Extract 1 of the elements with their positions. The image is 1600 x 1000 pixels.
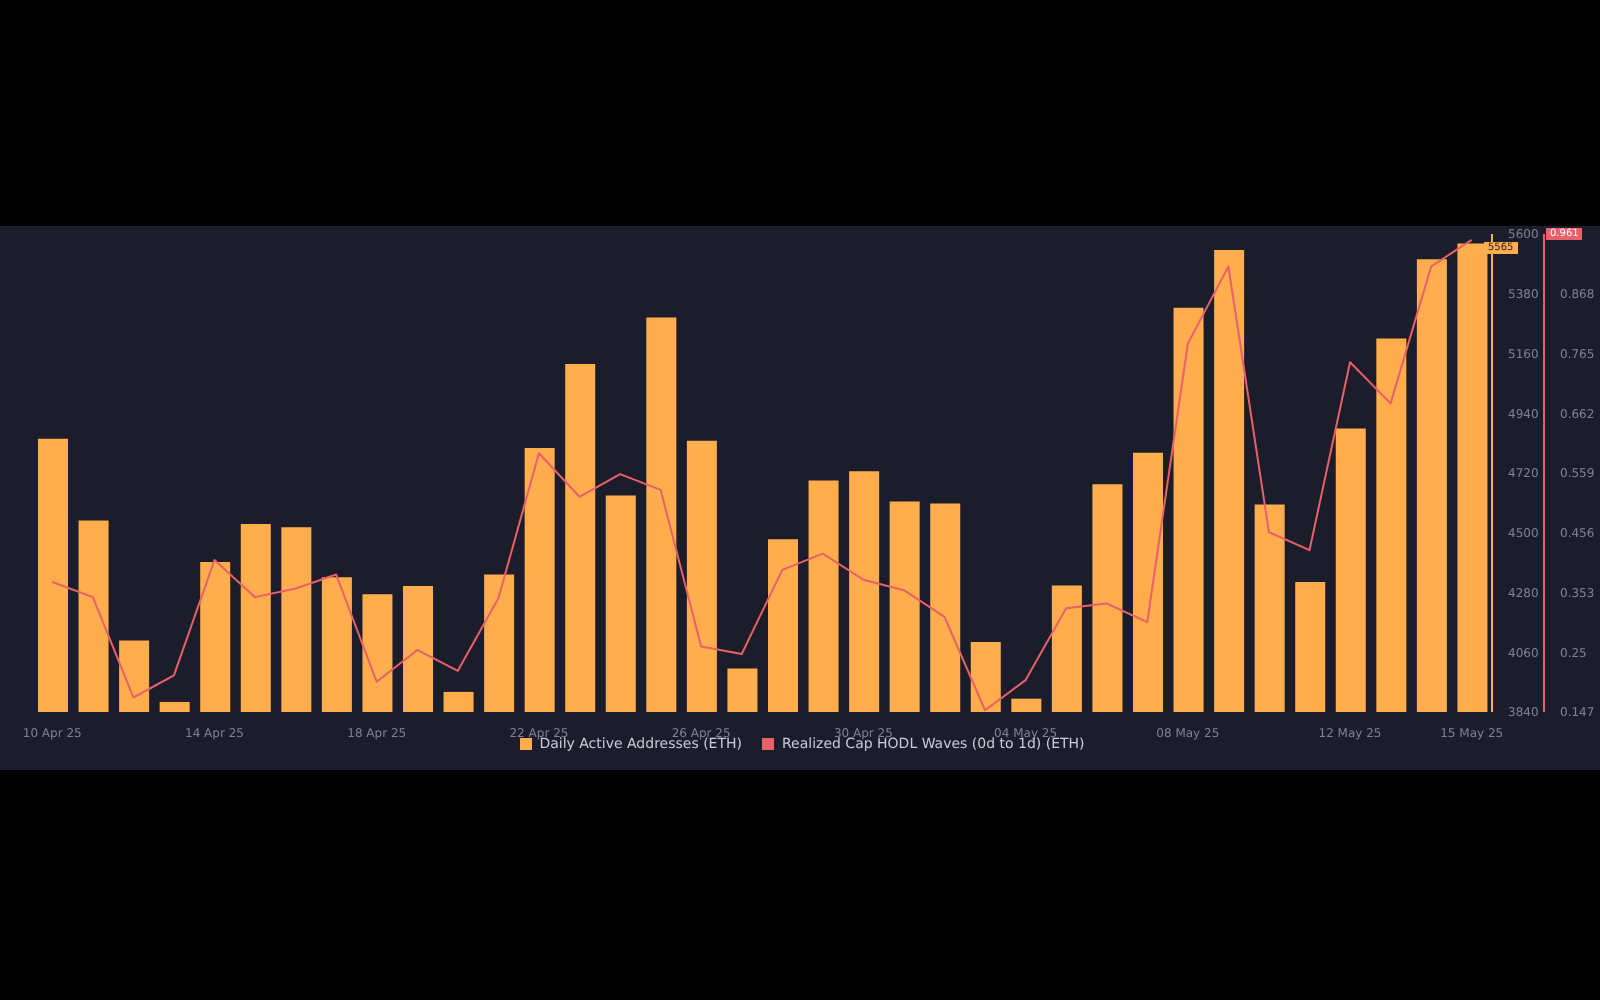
line-series: [51, 238, 1473, 712]
